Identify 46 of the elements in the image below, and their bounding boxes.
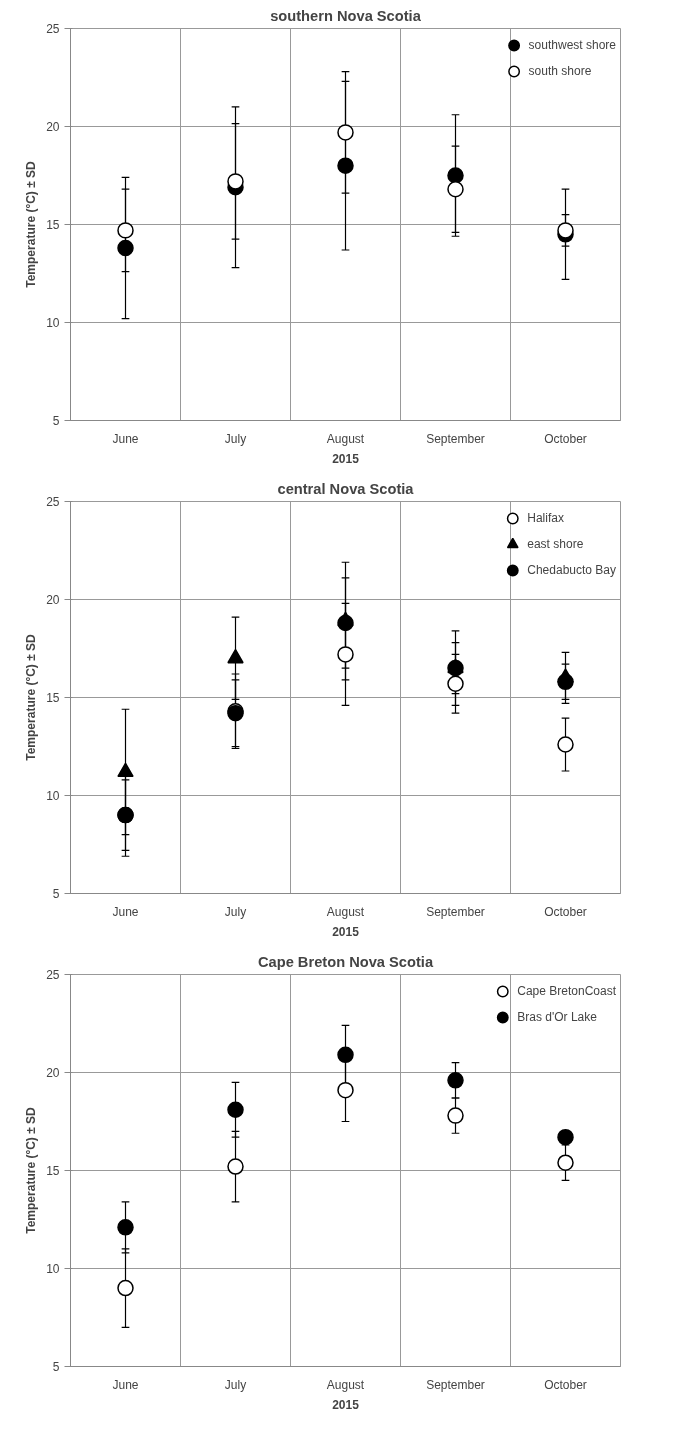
y-tick-label: 5 [52,1360,60,1374]
y-tick-label: 15 [46,691,60,705]
legend-label: east shore [527,537,584,551]
x-tick-label: June [112,431,139,446]
x-tick-label: September [426,1377,485,1392]
y-tick-label: 25 [46,968,60,982]
y-tick-label: 25 [46,22,60,36]
x-tick-label: September [426,904,485,919]
x-tick-label: August [326,1377,365,1392]
legend-label: south shore [528,64,592,78]
y-tick-label: 20 [46,593,60,607]
y-axis-title: Temperature (°C) ± SD [24,160,39,288]
y-tick-label: 5 [52,887,60,901]
y-tick-label: 25 [46,495,60,509]
x-tick-label: October [544,1377,587,1392]
y-tick-label: 15 [46,218,60,232]
x-tick-label: October [544,431,587,446]
legend-label: southwest shore [528,38,616,52]
legend-label: Bras d'Or Lake [517,1010,597,1024]
legend-label: Chedabucto Bay [527,563,616,577]
y-tick-label: 5 [52,414,60,428]
y-tick-label: 20 [46,120,60,134]
y-tick-label: 10 [46,789,60,803]
x-tick-label: June [112,904,139,919]
chart-title: southern Nova Scotia [270,7,422,24]
x-tick-label: July [224,431,247,446]
y-axis-title: Temperature (°C) ± SD [24,633,39,761]
chart-title: central Nova Scotia [277,480,415,497]
x-tick-label: August [326,904,365,919]
y-axis-title: Temperature (°C) ± SD [24,1106,39,1234]
chart-title: Cape Breton Nova Scotia [257,953,434,970]
x-tick-label: October [544,904,587,919]
y-tick-label: 10 [46,316,60,330]
y-tick-label: 10 [46,1262,60,1276]
x-tick-label: August [326,431,365,446]
x-tick-label: July [224,904,247,919]
y-tick-label: 15 [46,1164,60,1178]
y-tick-label: 20 [46,1066,60,1080]
x-tick-label: September [426,431,485,446]
x-tick-label: June [112,1377,139,1392]
legend-label: Cape BretonCoast [517,984,616,998]
x-axis-title: 2015 [332,1397,360,1412]
legend-label: Halifax [527,511,564,525]
x-axis-title: 2015 [332,924,360,939]
x-axis-title: 2015 [332,451,360,466]
x-tick-label: July [224,1377,247,1392]
